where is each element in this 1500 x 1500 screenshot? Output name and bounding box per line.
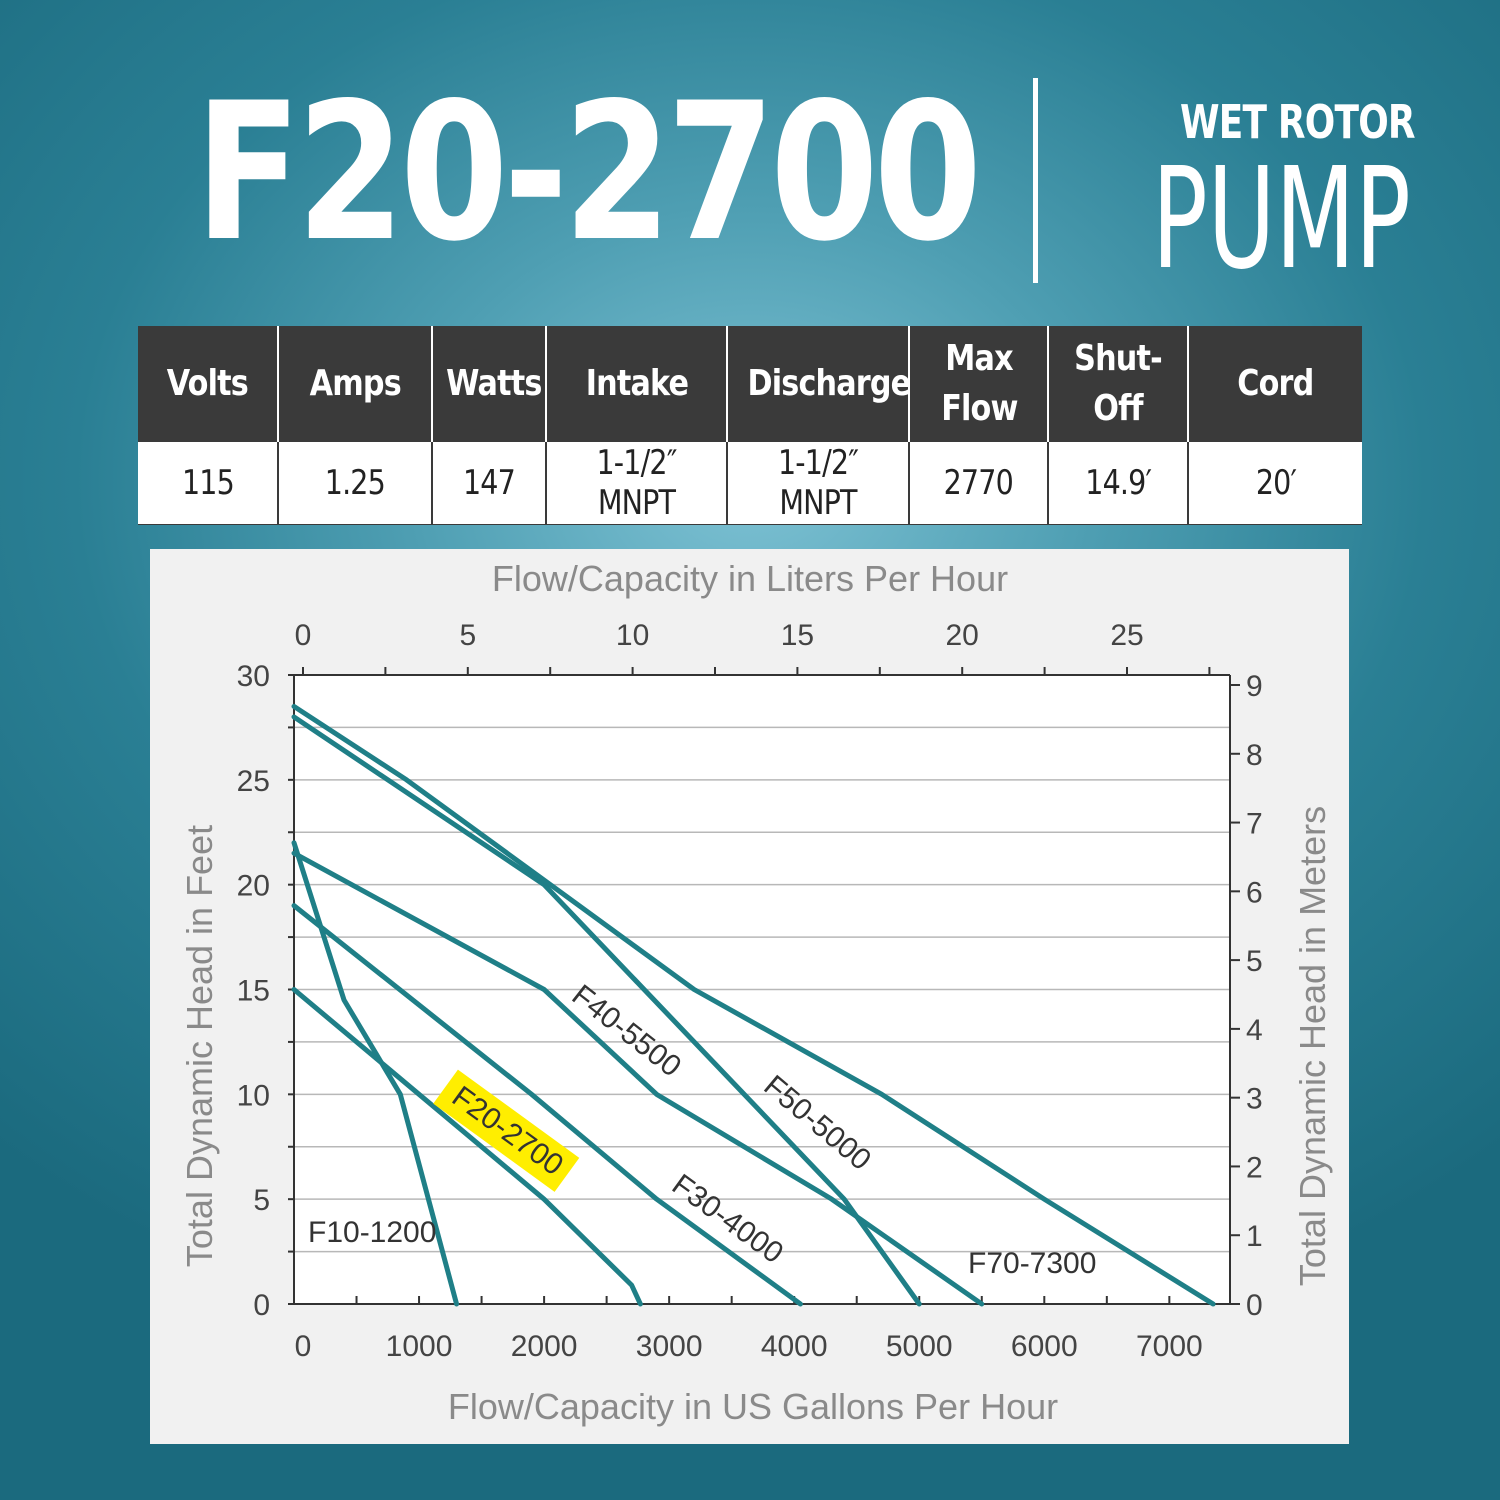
spec-value-watts: 147 (431, 442, 546, 525)
y2-tick-label: 2 (1246, 1151, 1263, 1184)
x-tick-label: 5000 (886, 1330, 953, 1363)
y2-tick-label: 1 (1246, 1220, 1263, 1253)
series-line-f50-5000 (291, 714, 922, 1307)
spec-header-volts: Volts (138, 326, 278, 442)
x2-tick-label: 0 (295, 619, 312, 652)
series-line-f70-7300 (291, 703, 1216, 1307)
specs-table: Volts Amps Watts Intake Discharge Max Fl… (138, 326, 1362, 525)
y2-tick-label: 4 (1246, 1014, 1263, 1047)
y-tick-label: 5 (253, 1184, 270, 1217)
y2-tick-label: 9 (1246, 670, 1263, 703)
spec-header-watts: Watts (431, 326, 546, 442)
y2-tick-label: 6 (1246, 876, 1263, 909)
model-title: F20-2700 (195, 62, 982, 283)
x2-tick-label: 10 (616, 619, 649, 652)
x-tick-label: 3000 (636, 1330, 703, 1363)
series-line-f30-4000 (291, 903, 803, 1307)
series-label-f70-7300: F70-7300 (968, 1247, 1096, 1280)
spec-value-shut-off: 14.9′ (1047, 442, 1188, 525)
spec-value-intake: 1-1/2″ MNPT (545, 442, 727, 525)
series-label-f10-1200: F10-1200 (308, 1216, 436, 1249)
series-line-f40-5500 (291, 850, 985, 1307)
y2-tick-label: 8 (1246, 739, 1263, 772)
spec-header-max-flow: Max Flow (908, 326, 1048, 442)
y2-axis-title: Total Dynamic Head in Meters (1292, 806, 1333, 1286)
spec-header-shut-off: Shut-Off (1047, 326, 1188, 442)
y-tick-label: 25 (237, 765, 270, 798)
spec-value-max-flow: 2770 (908, 442, 1048, 525)
pump-curve-chart: Flow/Capacity in Liters Per Hour Flow/Ca… (179, 558, 1333, 1427)
spec-value-amps: 1.25 (277, 442, 432, 525)
x2-tick-label: 20 (946, 619, 979, 652)
spec-header-discharge: Discharge (726, 326, 911, 442)
y-tick-label: 15 (237, 975, 270, 1008)
x-tick-label: 1000 (386, 1330, 453, 1363)
y-tick-label: 0 (253, 1289, 270, 1322)
x2-axis-title: Flow/Capacity in Liters Per Hour (492, 558, 1008, 599)
x-tick-label: 4000 (761, 1330, 828, 1363)
specs-header-row: Volts Amps Watts Intake Discharge Max Fl… (138, 326, 1362, 442)
y-tick-label: 30 (237, 660, 270, 693)
series-line-f20-2700 (291, 987, 643, 1307)
spec-header-cord: Cord (1187, 326, 1362, 442)
spec-value-cord: 20′ (1187, 442, 1362, 525)
y2-tick-label: 0 (1246, 1289, 1263, 1322)
spec-value-discharge: 1-1/2″ MNPT (726, 442, 909, 525)
x-tick-label: 2000 (511, 1330, 578, 1363)
y-tick-label: 10 (237, 1079, 270, 1112)
x2-tick-label: 5 (459, 619, 476, 652)
title-divider (1033, 78, 1038, 283)
subtitle-pump: PUMP (1152, 138, 1411, 301)
subtitle-wet-rotor: WET ROTOR (1180, 95, 1416, 149)
spec-header-intake: Intake (545, 326, 727, 442)
spec-header-amps: Amps (277, 326, 432, 442)
x2-tick-label: 15 (781, 619, 814, 652)
y-tick-label: 20 (237, 870, 270, 903)
series-line-f10-1200 (291, 840, 460, 1307)
chart-panel: Flow/Capacity in Liters Per Hour Flow/Ca… (150, 549, 1349, 1444)
y2-tick-label: 3 (1246, 1083, 1263, 1116)
spec-value-volts: 115 (138, 442, 278, 525)
x-tick-label: 6000 (1011, 1330, 1078, 1363)
x-tick-label: 7000 (1136, 1330, 1203, 1363)
highlight-box (433, 1069, 580, 1192)
x-tick-label: 0 (295, 1330, 312, 1363)
x-axis-title: Flow/Capacity in US Gallons Per Hour (448, 1386, 1058, 1427)
specs-value-row: 115 1.25 147 1-1/2″ MNPT 1-1/2″ MNPT 277… (138, 442, 1362, 525)
y-axis-title: Total Dynamic Head in Feet (179, 825, 220, 1267)
y2-tick-label: 7 (1246, 808, 1263, 841)
x2-tick-label: 25 (1110, 619, 1143, 652)
y2-tick-label: 5 (1246, 945, 1263, 978)
